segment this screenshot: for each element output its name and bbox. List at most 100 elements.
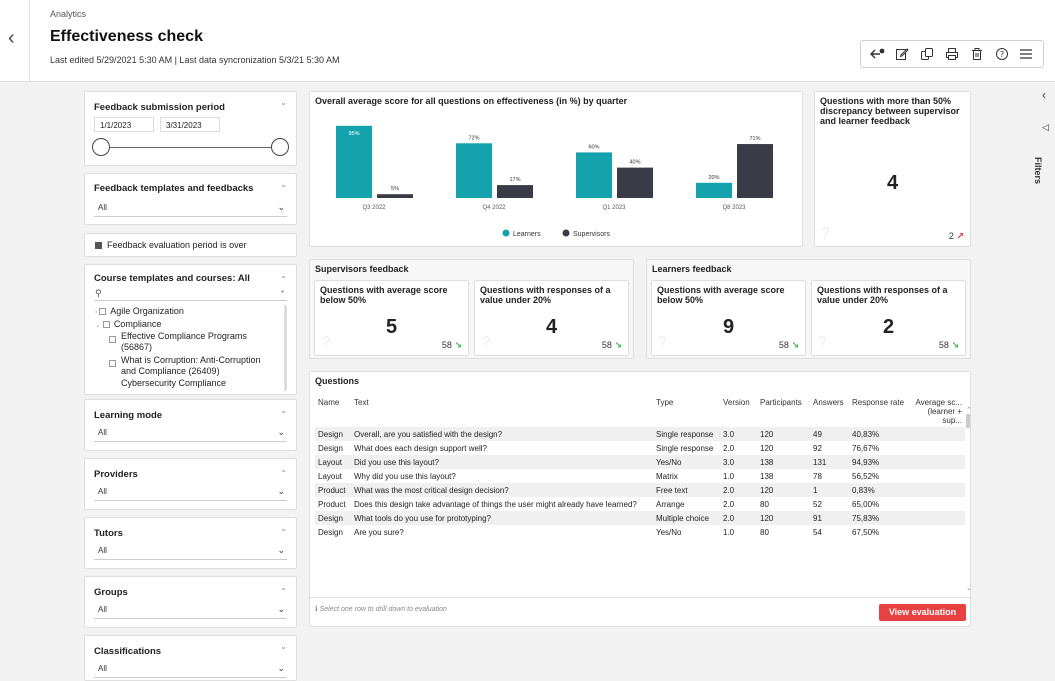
slider-handle-end[interactable]: [271, 138, 289, 156]
table-row[interactable]: Design Are you sure? Yes/No 1.0 80 54 67,50%: [315, 525, 965, 539]
chevron-down-icon[interactable]: ⌄: [280, 465, 287, 474]
chevron-down-icon[interactable]: ⌄: [280, 583, 287, 592]
tree-item[interactable]: What is Corruption: Anti-Corruption and …: [109, 355, 274, 377]
kpi-supervisors-under[interactable]: Questions with responses of a value unde…: [474, 280, 629, 356]
kpi-value: 9: [722, 316, 735, 338]
chevron-down-icon[interactable]: ⌄: [280, 180, 287, 189]
edit-icon[interactable]: [893, 45, 911, 63]
chevron-down-icon[interactable]: ⌄: [280, 406, 287, 415]
checkbox[interactable]: [109, 336, 116, 343]
table-row[interactable]: Layout Did you use this layout? Yes/No 3.0 1…: [315, 455, 965, 469]
table-cell: Yes/No: [656, 527, 682, 537]
table-cell: Why did you use this layout?: [354, 471, 456, 481]
learning-mode-select[interactable]: All ⌄: [94, 424, 287, 442]
tree-item[interactable]: Cybersecurity Compliance: [121, 378, 227, 388]
evaluation-over-label: Feedback evaluation period is over: [107, 240, 247, 250]
filters-rail-label[interactable]: Filters: [1033, 157, 1043, 185]
chevron-down-icon[interactable]: ⌄: [280, 524, 287, 533]
kpi-title: Questions with responses of a value unde…: [480, 285, 611, 305]
trend-down-icon: ↘: [951, 340, 959, 350]
kpi-discrepancy[interactable]: Questions with more than 50% discrepancy…: [814, 91, 971, 247]
bar-learners[interactable]: [336, 125, 372, 198]
kpi-supervisors-avg[interactable]: Questions with average score below 50% 5…: [314, 280, 469, 356]
checkbox[interactable]: [99, 308, 107, 315]
chevron-down-icon[interactable]: ⌄: [280, 642, 287, 651]
back-chevron-icon[interactable]: ‹: [8, 27, 15, 49]
filter-title: Tutors: [94, 528, 123, 539]
bar-learners[interactable]: [456, 143, 492, 198]
scrollbar[interactable]: [284, 305, 287, 391]
table-cell: 76,67%: [852, 443, 880, 453]
required-icon: *: [281, 289, 285, 298]
kpi-title: Questions with responses of a value unde…: [817, 285, 948, 305]
bar-supervisors[interactable]: [497, 185, 533, 198]
date-to-input[interactable]: 3/31/2023: [160, 117, 220, 132]
table-cell: 138: [760, 457, 774, 467]
filter-funnel-icon[interactable]: ◁: [1042, 122, 1049, 132]
kpi-learners-under[interactable]: Questions with responses of a value unde…: [811, 280, 966, 356]
evaluation-over-checkbox[interactable]: [95, 242, 102, 249]
column-header[interactable]: Answers: [813, 398, 844, 407]
table-row[interactable]: Layout Why did you use this layout? Matrix…: [315, 469, 965, 483]
date-from-input[interactable]: 1/1/2023: [94, 117, 154, 132]
table-row[interactable]: Design What tools do you use for prototyp…: [315, 511, 965, 525]
table-row[interactable]: Design Overall, are you satisfied with th…: [315, 427, 965, 441]
collapse-chevron-icon[interactable]: ‹: [1042, 88, 1046, 102]
help-icon[interactable]: ?: [993, 45, 1011, 63]
question-icon: ?: [821, 225, 830, 242]
bar-supervisors[interactable]: [737, 144, 773, 198]
checkbox[interactable]: [109, 360, 116, 367]
bar-learners[interactable]: [576, 152, 612, 198]
providers-select[interactable]: All ⌄: [94, 483, 287, 501]
slider-handle-start[interactable]: [92, 138, 110, 156]
view-evaluation-button[interactable]: View evaluation: [879, 604, 966, 621]
search-icon[interactable]: ⚲: [95, 288, 102, 298]
table-row[interactable]: Product What was the most critical design…: [315, 483, 965, 497]
column-header[interactable]: Type: [656, 398, 674, 407]
scroll-up-icon[interactable]: ⌃: [966, 406, 970, 414]
tree-item[interactable]: ⌄ Compliance: [95, 319, 162, 329]
bar-supervisors[interactable]: [617, 167, 653, 198]
question-icon: ?: [481, 334, 490, 351]
data-label: 20%: [708, 175, 719, 181]
delete-icon[interactable]: [968, 45, 986, 63]
scrollbar-thumb[interactable]: [966, 414, 970, 428]
filter-evaluation-over[interactable]: Feedback evaluation period is over: [84, 233, 297, 257]
chevron-down-icon[interactable]: ⌄: [280, 98, 287, 107]
table-cell: 1: [813, 485, 818, 495]
column-header[interactable]: Text: [354, 398, 369, 407]
column-header[interactable]: Average sc... (learner + sup...: [915, 398, 962, 425]
bar-supervisors[interactable]: [377, 194, 413, 198]
column-header[interactable]: Participants: [760, 398, 802, 407]
tutors-select[interactable]: All ⌄: [94, 542, 287, 560]
checkbox[interactable]: [102, 321, 110, 328]
question-icon: ?: [818, 334, 827, 351]
kpi-footer: 58 ↘: [442, 340, 462, 351]
scroll-down-icon[interactable]: ⌄: [966, 584, 970, 592]
kpi-foot-value: 2: [948, 231, 954, 241]
column-header[interactable]: Name: [318, 398, 340, 407]
column-header[interactable]: Response rate: [852, 398, 905, 407]
breadcrumb[interactable]: Analytics: [50, 9, 87, 19]
dropdown-chevron-icon: ⌄: [277, 663, 285, 673]
groups-select[interactable]: All ⌄: [94, 601, 287, 619]
table-row[interactable]: Product Does this design take advantage o…: [315, 497, 965, 511]
share-icon[interactable]: [868, 45, 886, 63]
kpi-value: 2: [882, 316, 895, 338]
print-icon[interactable]: [943, 45, 961, 63]
legend-label[interactable]: Learners: [513, 231, 541, 238]
menu-icon[interactable]: [1017, 45, 1035, 63]
column-header[interactable]: Version: [723, 398, 750, 407]
table-row[interactable]: Design What does each design support well…: [315, 441, 965, 455]
chevron-down-icon[interactable]: ⌄: [280, 271, 287, 280]
templates-select[interactable]: All ⌄: [94, 199, 287, 217]
chart-panel: Overall average score for all questions …: [309, 91, 803, 247]
classifications-select[interactable]: All ⌄: [94, 660, 287, 678]
tree-item[interactable]: › Agile Organization: [95, 306, 184, 316]
bar-learners[interactable]: [696, 182, 732, 198]
table-cell: 67,50%: [852, 527, 880, 537]
copy-icon[interactable]: [918, 45, 936, 63]
kpi-learners-avg[interactable]: Questions with average score below 50% 9…: [651, 280, 806, 356]
tree-item[interactable]: Effective Compliance Programs (56867): [109, 331, 274, 353]
legend-label[interactable]: Supervisors: [573, 231, 610, 238]
